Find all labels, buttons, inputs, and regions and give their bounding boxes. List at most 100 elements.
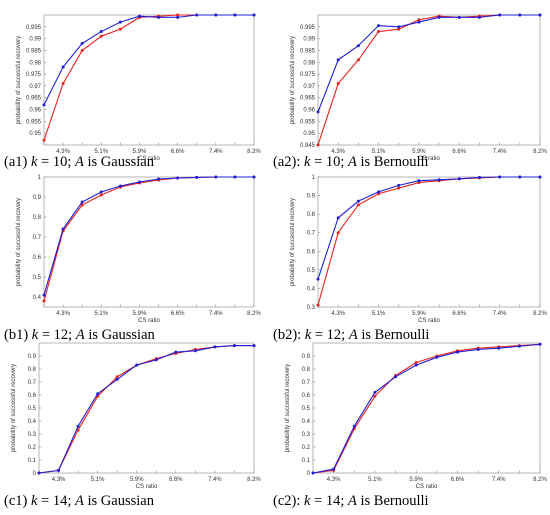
x-tick-label: 5.9% — [412, 311, 426, 317]
data-point — [195, 13, 199, 17]
y-tick-label: 0.95 — [29, 131, 41, 137]
caption-part: A — [347, 493, 357, 509]
caption-part: is Gaussian — [84, 154, 155, 170]
x-tick-label: 8.2% — [533, 149, 547, 155]
data-point — [437, 15, 441, 19]
data-point — [397, 186, 401, 190]
data-point — [99, 193, 103, 197]
caption-part: (b1) — [4, 327, 32, 343]
plot-area — [38, 342, 255, 474]
data-point — [76, 424, 80, 428]
x-tick-label: 5.9% — [409, 477, 423, 483]
x-tick-label: 7.4% — [208, 477, 222, 483]
x-tick-label: 6.6% — [171, 311, 185, 317]
data-point — [336, 231, 340, 235]
y-tick-label: 0.9 — [302, 354, 311, 360]
data-point — [174, 350, 178, 354]
y-tick-label: 0.8 — [302, 367, 311, 373]
data-point — [176, 13, 180, 17]
data-point — [518, 13, 522, 17]
data-point — [99, 30, 103, 34]
caption-part: k — [31, 154, 38, 170]
data-point — [176, 176, 180, 180]
y-tick-label: 0.99 — [29, 37, 41, 43]
panel-caption: (a1) k = 10; A is Gaussian — [4, 154, 155, 170]
data-point — [157, 15, 161, 19]
data-point — [193, 349, 197, 353]
y-tick-label: 0.955 — [26, 119, 42, 125]
y-tick-label: 0.9 — [307, 194, 316, 200]
caption-part: (c2): — [273, 493, 304, 509]
x-tick-label: 7.4% — [209, 311, 223, 317]
caption-part: is Gaussian — [85, 327, 156, 343]
x-tick-label: 5.1% — [94, 311, 108, 317]
data-point — [457, 177, 461, 181]
caption-part: = 12; — [311, 327, 349, 343]
series-line — [317, 176, 540, 280]
data-point — [498, 13, 502, 17]
y-tick-label: 0.5 — [28, 406, 37, 412]
y-tick-label: 0.8 — [28, 367, 37, 373]
data-point — [80, 203, 84, 207]
y-tick-label: 0.97 — [303, 84, 315, 90]
data-point — [176, 15, 180, 19]
y-tick-label: 0.1 — [28, 458, 37, 464]
data-point — [80, 200, 84, 204]
x-tick-label: 4.3% — [56, 311, 70, 317]
data-point — [252, 13, 256, 17]
caption-part: k — [32, 327, 39, 343]
data-point — [252, 175, 256, 179]
panel-caption: (c2): k = 14; A is Bernoulli — [273, 493, 429, 509]
y-tick-label: 0.945 — [300, 143, 316, 149]
data-point — [455, 350, 459, 354]
y-axis-label: probability of successful recovery — [16, 36, 22, 124]
caption-part: is Bernoulli — [357, 493, 429, 509]
caption-part: k — [304, 493, 311, 509]
caption-part: k — [31, 493, 38, 509]
y-tick-label: 0.3 — [307, 305, 316, 311]
data-point — [394, 375, 398, 379]
y-axis-label: probability of successful recovery — [290, 36, 296, 124]
y-tick-label: 0.985 — [26, 48, 42, 54]
data-point — [76, 428, 80, 432]
data-point — [96, 392, 100, 396]
x-tick-label: 4.3% — [56, 149, 70, 155]
data-point — [137, 14, 141, 18]
y-tick-label: 0.4 — [28, 419, 37, 425]
y-tick-label: 1 — [312, 175, 316, 181]
chart-panel: 0.3 0.4 0.5 0.6 0.7 0.8 0.9 1 4.3% 5.1% 5.9% 6.6% 7.… — [273, 175, 547, 343]
data-point — [538, 13, 542, 17]
data-point — [316, 110, 320, 114]
x-tick-label: 4.3% — [331, 149, 345, 155]
caption-part: = 10; — [37, 154, 75, 170]
y-tick-label: 0.8 — [33, 215, 42, 221]
caption-part: (c1) — [4, 493, 31, 509]
panel-caption: (b2): k = 12; A is Bernoulli — [273, 327, 429, 343]
data-point — [115, 375, 119, 379]
data-point — [57, 468, 61, 472]
caption-part: = 10; — [310, 154, 348, 170]
y-tick-label: 0.995 — [300, 25, 316, 31]
data-point — [476, 348, 480, 351]
y-tick-label: 0.2 — [302, 445, 311, 451]
data-point — [517, 344, 521, 348]
data-point — [42, 293, 46, 297]
series-line — [38, 345, 254, 474]
panel-caption: (a2): k = 10; A is Bernoulli — [273, 154, 429, 170]
x-tick-label: 4.3% — [331, 311, 345, 317]
y-axis-label: probability of successful recovery — [290, 198, 296, 286]
y-axis-label: probability of successful recovery — [285, 364, 291, 452]
x-tick-label: 5.9% — [412, 149, 426, 155]
data-point — [377, 24, 381, 28]
x-tick-label: 6.6% — [452, 149, 466, 155]
y-tick-label: 0.5 — [307, 268, 316, 274]
x-axis-label: CS ratio — [138, 318, 160, 324]
data-point — [336, 58, 340, 62]
y-tick-label: 0.7 — [33, 235, 42, 241]
data-point — [213, 345, 217, 349]
plot-area — [317, 14, 541, 146]
data-point — [316, 303, 320, 307]
data-point — [99, 34, 103, 38]
y-tick-label: 0.6 — [28, 393, 37, 399]
data-point — [538, 342, 542, 346]
